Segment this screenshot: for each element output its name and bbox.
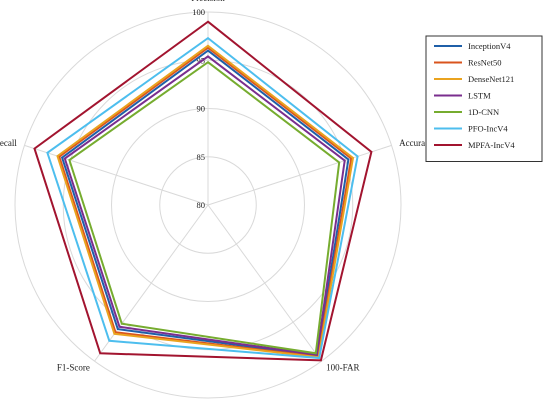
series-polygon	[46, 36, 359, 360]
axis-label: Recall	[0, 138, 17, 148]
legend-label: InceptionV4	[468, 41, 511, 51]
radar-spokes	[24, 12, 392, 362]
axis-label: Precision	[191, 0, 225, 3]
legend-label: ResNet50	[468, 58, 502, 68]
legend-label: DenseNet121	[468, 74, 514, 84]
legend-label: 1D-CNN	[468, 107, 499, 117]
legend-label: LSTM	[468, 91, 491, 101]
radial-tick-label: 85	[197, 152, 206, 162]
radial-tick-label: 95	[197, 55, 206, 65]
radial-tick-label: 100	[192, 7, 205, 17]
series-polygon	[56, 44, 355, 359]
axis-label: F1-Score	[57, 363, 90, 373]
grid-spoke	[94, 204, 209, 362]
grid-spoke	[207, 204, 322, 362]
axis-labels: Precision Accuracy 100-FAR F1-Score Recall	[0, 0, 434, 373]
series-polygon	[33, 20, 373, 362]
legend: InceptionV4 ResNet50 DenseNet121 LSTM 1D-CNN…	[425, 35, 543, 162]
grid-spoke	[24, 144, 209, 206]
radial-tick-labels: 80 85 90 95 100	[192, 7, 205, 210]
series-polygons	[33, 20, 373, 362]
axis-label: Accuracy	[399, 138, 434, 148]
legend-label: PFO-IncV4	[468, 124, 508, 134]
radial-tick-label: 80	[197, 200, 206, 210]
series-polygon	[60, 49, 350, 357]
legend-label: MPFA-IncV4	[468, 140, 515, 150]
radial-tick-label: 90	[197, 104, 206, 114]
series-polygon	[63, 55, 346, 357]
grid-spoke	[207, 144, 392, 206]
series-polygon	[58, 46, 353, 358]
axis-label: 100-FAR	[326, 363, 359, 373]
series-polygon	[68, 60, 341, 355]
legend-box	[425, 35, 543, 162]
